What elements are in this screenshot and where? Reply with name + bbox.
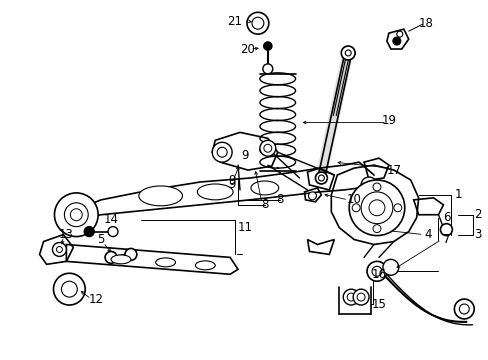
- Ellipse shape: [195, 261, 215, 270]
- Text: 7: 7: [442, 233, 449, 246]
- Text: 17: 17: [386, 163, 401, 176]
- Circle shape: [108, 227, 118, 237]
- Circle shape: [366, 261, 386, 281]
- Text: 5: 5: [97, 233, 104, 246]
- Text: 19: 19: [381, 114, 396, 127]
- Circle shape: [52, 243, 66, 256]
- Circle shape: [382, 260, 398, 275]
- Circle shape: [458, 304, 468, 314]
- Text: 6: 6: [442, 211, 449, 224]
- Circle shape: [308, 192, 316, 200]
- Text: 10: 10: [346, 193, 361, 206]
- Text: 12: 12: [88, 293, 103, 306]
- Circle shape: [396, 31, 402, 37]
- Text: 4: 4: [424, 228, 431, 241]
- Circle shape: [84, 227, 94, 237]
- Circle shape: [453, 299, 473, 319]
- Text: 9: 9: [228, 174, 235, 186]
- Circle shape: [371, 266, 381, 276]
- Circle shape: [360, 177, 376, 193]
- Text: 20: 20: [240, 42, 255, 55]
- Circle shape: [356, 293, 365, 301]
- Circle shape: [341, 46, 354, 60]
- Ellipse shape: [155, 258, 175, 267]
- Text: 3: 3: [473, 228, 481, 241]
- Ellipse shape: [111, 255, 131, 264]
- Circle shape: [440, 224, 451, 235]
- Circle shape: [259, 140, 275, 156]
- Circle shape: [372, 183, 380, 191]
- Circle shape: [54, 193, 98, 237]
- Circle shape: [360, 192, 392, 224]
- Text: 21: 21: [227, 15, 242, 28]
- Circle shape: [368, 200, 384, 216]
- Circle shape: [348, 180, 404, 235]
- Text: 13: 13: [59, 228, 74, 241]
- Circle shape: [105, 251, 117, 264]
- Circle shape: [345, 50, 350, 56]
- Text: 14: 14: [103, 213, 118, 226]
- Circle shape: [318, 175, 324, 181]
- Ellipse shape: [139, 186, 182, 206]
- Circle shape: [393, 204, 401, 212]
- Circle shape: [346, 293, 354, 301]
- Circle shape: [124, 248, 137, 260]
- Text: 2: 2: [473, 208, 481, 221]
- Circle shape: [264, 144, 271, 152]
- Ellipse shape: [197, 184, 233, 200]
- Ellipse shape: [250, 181, 278, 195]
- Circle shape: [217, 147, 226, 157]
- Circle shape: [343, 289, 358, 305]
- Text: 11: 11: [237, 221, 252, 234]
- Circle shape: [61, 281, 77, 297]
- Circle shape: [263, 64, 272, 74]
- Text: 15: 15: [371, 297, 386, 311]
- Circle shape: [351, 204, 359, 212]
- Circle shape: [70, 209, 82, 221]
- Circle shape: [251, 17, 264, 29]
- Text: 9: 9: [241, 149, 248, 162]
- Circle shape: [315, 172, 326, 184]
- Circle shape: [64, 203, 88, 227]
- Circle shape: [352, 289, 368, 305]
- Text: 8: 8: [261, 198, 268, 211]
- Text: 8: 8: [275, 193, 283, 206]
- Text: 16: 16: [371, 268, 386, 281]
- Circle shape: [264, 42, 271, 50]
- Circle shape: [53, 273, 85, 305]
- Circle shape: [392, 37, 400, 45]
- Circle shape: [372, 225, 380, 233]
- Circle shape: [212, 142, 232, 162]
- Text: 9: 9: [228, 179, 235, 192]
- Circle shape: [56, 247, 62, 252]
- Text: 18: 18: [418, 17, 433, 30]
- Circle shape: [246, 12, 268, 34]
- Text: 1: 1: [454, 188, 461, 201]
